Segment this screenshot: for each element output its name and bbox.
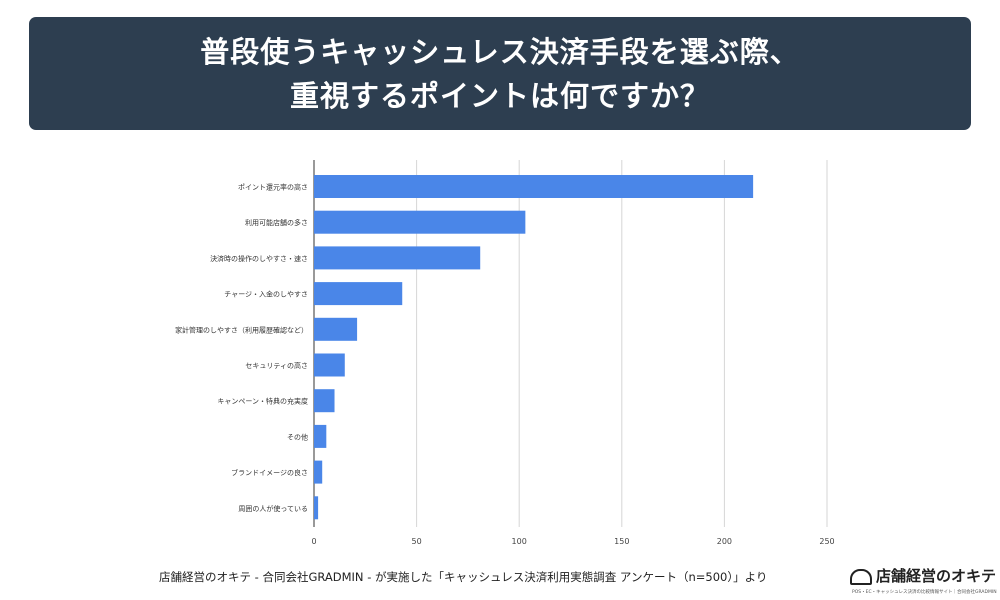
- bar: [314, 353, 345, 377]
- bar: [314, 317, 358, 341]
- category-label: ポイント還元率の高さ: [238, 183, 308, 192]
- chart-title-line-1: 普段使うキャッシュレス決済手段を選ぶ際、: [200, 34, 800, 69]
- category-label: 決済時の操作のしやすさ・速さ: [210, 254, 308, 263]
- x-tick-label: 200: [717, 537, 732, 546]
- category-label: チャージ・入金のしやすさ: [224, 290, 308, 299]
- bar: [314, 460, 323, 484]
- x-tick-label: 250: [819, 537, 834, 546]
- bar: [314, 424, 327, 448]
- bar: [314, 389, 335, 413]
- category-label: セキュリティの高さ: [245, 361, 308, 370]
- logo-text: 店舗経営のオキテ: [876, 567, 997, 585]
- bar: [314, 210, 526, 234]
- category-label: ブランドイメージの良さ: [231, 468, 308, 477]
- title-banner: 普段使うキャッシュレス決済手段を選ぶ際、 重視するポイントは何ですか？: [29, 17, 971, 130]
- bar: [314, 496, 319, 520]
- shop-icon: [850, 569, 872, 585]
- bar: [314, 246, 481, 270]
- category-label: その他: [287, 432, 308, 441]
- bar: [314, 175, 754, 198]
- category-label: キャンペーン・特典の充実度: [217, 397, 308, 406]
- chart-title-line-2: 重視するポイントは何ですか？: [289, 78, 710, 113]
- source-caption: 店舗経営のオキテ - 合同会社GRADMIN - が実施した「キャッシュレス決済…: [159, 570, 768, 584]
- logo-subtext: POS・EC・キャッシュレス決済の比較情報サイト｜合同会社GRADMIN: [852, 590, 997, 595]
- x-tick-label: 100: [512, 537, 527, 546]
- brand-logo: 店舗経営のオキテ POS・EC・キャッシュレス決済の比較情報サイト｜合同会社GR…: [850, 565, 998, 599]
- category-label: 周囲の人が使っている: [238, 504, 308, 513]
- category-label: 家計管理のしやすさ（利用履歴確認など）: [175, 325, 308, 334]
- x-tick-label: 0: [311, 537, 316, 546]
- x-tick-label: 150: [614, 537, 629, 546]
- bar: [314, 282, 403, 306]
- category-label: 利用可能店舗の多さ: [245, 218, 308, 227]
- x-tick-label: 50: [412, 537, 422, 546]
